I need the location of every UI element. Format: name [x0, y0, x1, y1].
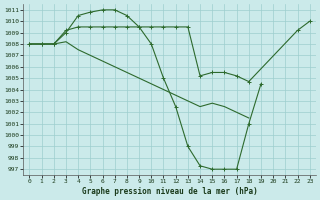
X-axis label: Graphe pression niveau de la mer (hPa): Graphe pression niveau de la mer (hPa)	[82, 187, 258, 196]
